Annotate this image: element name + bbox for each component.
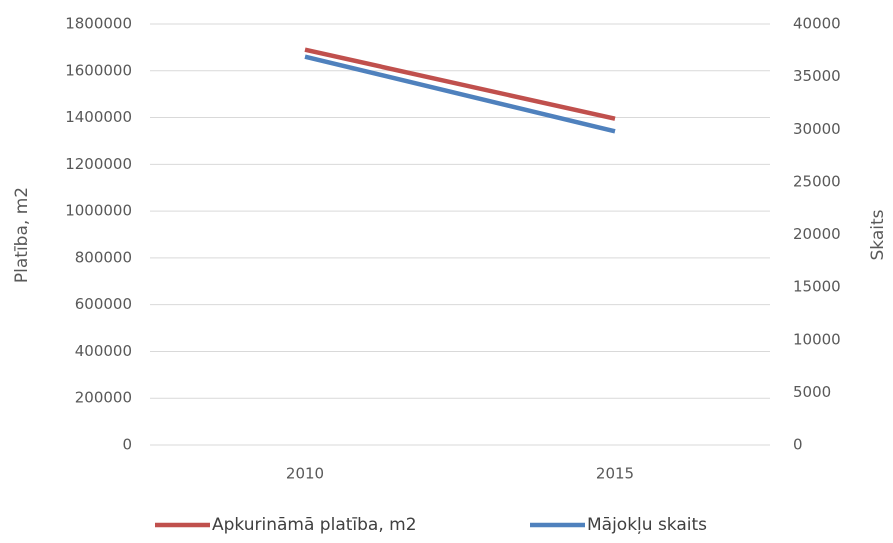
series-line bbox=[304, 54, 616, 134]
y-tick-label: 600000 bbox=[75, 295, 132, 313]
y-tick-label: 200000 bbox=[75, 389, 132, 407]
y-tick-label: 0 bbox=[122, 436, 132, 454]
legend-label: Apkurināmā platība, m2 bbox=[212, 515, 417, 535]
y2-tick-label: 20000 bbox=[793, 225, 841, 243]
y2-tick-label: 30000 bbox=[793, 120, 841, 138]
y-tick-label: 1000000 bbox=[65, 202, 132, 220]
y2-tick-label: 10000 bbox=[793, 330, 841, 348]
y-tick-label: 1400000 bbox=[65, 108, 132, 126]
y2-axis-title: Skaits bbox=[868, 209, 888, 260]
y2-tick-label: 5000 bbox=[793, 383, 831, 401]
series-line bbox=[304, 47, 616, 121]
x-tick-label: 2015 bbox=[596, 465, 634, 483]
y-tick-label: 1600000 bbox=[65, 61, 132, 79]
y2-tick-label: 40000 bbox=[793, 15, 841, 33]
y-tick-label: 800000 bbox=[75, 248, 132, 266]
y-axis-title: Platība, m2 bbox=[12, 187, 32, 283]
y2-tick-label: 15000 bbox=[793, 278, 841, 296]
y-tick-label: 400000 bbox=[75, 342, 132, 360]
y-tick-label: 1200000 bbox=[65, 155, 132, 173]
y-tick-label: 1800000 bbox=[65, 15, 132, 33]
x-tick-label: 2010 bbox=[286, 465, 324, 483]
legend-label: Mājokļu skaits bbox=[587, 515, 707, 535]
y2-tick-label: 35000 bbox=[793, 67, 841, 85]
y2-tick-label: 0 bbox=[793, 436, 803, 454]
y2-tick-label: 25000 bbox=[793, 172, 841, 190]
